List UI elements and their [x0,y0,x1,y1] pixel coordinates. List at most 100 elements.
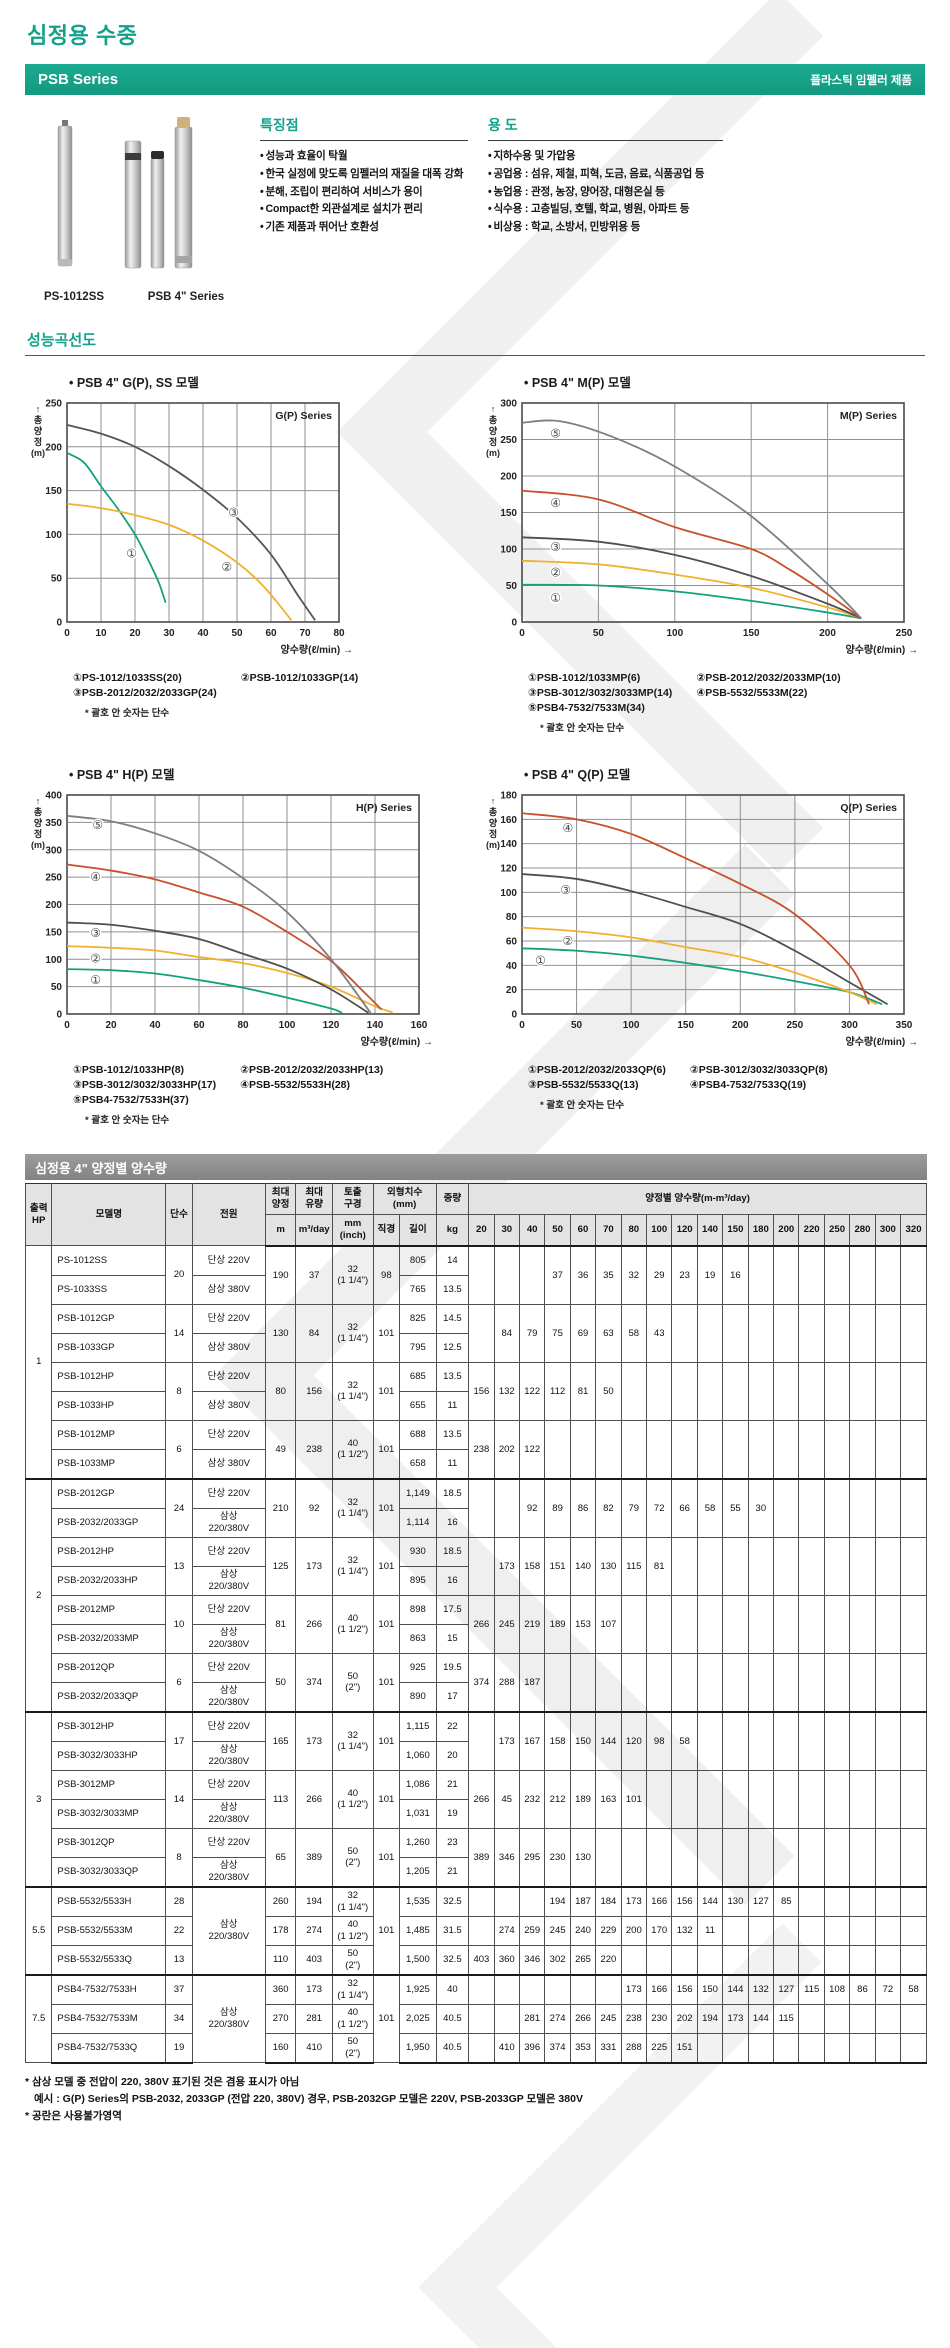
spec-cell: PSB-3012HP [51,1710,167,1742]
spec-cell: 101 [372,1710,401,1771]
spec-cell: 40 [435,1973,470,2005]
flow-cell: 158 [518,1536,546,1596]
spec-cell: 18.5 [435,1477,470,1509]
flow-cell [849,1652,876,1713]
flow-cell [747,1944,775,1976]
chart-canvas: 0 50 100 150 200 250 300 350 0 20 40 60 80 100 120 140 1… [486,791,918,1049]
spec-cell: 130 [264,1303,297,1363]
flow-cell: 115 [798,1973,825,2005]
spec-row: PSB-3032/3033QP 삼상 220/380V 1,205 21 [26,1856,927,1888]
spec-cell: PSB-3032/3033HP [51,1740,167,1771]
flow-cell: 156 [671,1885,698,1917]
flow-cell [900,1303,927,1363]
flow-cell [849,1536,876,1596]
chart-title: • PSB 4" Q(P) 모델 [524,768,631,782]
spec-cell: 13 [165,1944,193,1976]
flow-cell: 194 [696,2003,724,2034]
svg-text:양: 양 [489,425,498,436]
flow-cell: 219 [518,1594,546,1654]
spec-cell: 삼상 220/380V [191,1856,266,1888]
flow-cell: 265 [569,1944,597,1976]
spec-cell: 2,025 [399,2003,437,2034]
flow-cell [671,1827,698,1888]
table-body: 1 PS-1012SS 20 단상 220V 190 37 32 (1 1/4") 98 805 1… [24,1245,927,2064]
flow-cell [671,1419,698,1480]
spec-cell: 단상 220V [191,1827,266,1858]
spec-cell: PSB-1033HP [51,1390,167,1421]
flow-cell [646,1594,673,1654]
spec-cell: 19 [435,1798,470,1829]
spec-cell: 40 (1 1/2") [331,1594,374,1654]
spec-cell: 삼상 220/380V [191,1623,266,1654]
spec-cell: 8 [165,1361,193,1421]
footnotes: * 삼상 모델 중 전압이 220, 380V 표기된 것은 겸용 표시가 아님… [25,2074,925,2124]
chart-legend: ①PSB-2012/2032/2033QP(6) ②PSB-3012/3032/3… [528,1064,925,1091]
spec-cell: PSB-2032/2033GP [51,1507,167,1538]
spec-cell: 삼상 220/380V [191,1798,266,1829]
svg-text:250: 250 [896,628,913,639]
flow-cell [696,1652,724,1713]
svg-text:④: ④ [550,496,561,510]
spec-cell: 898 [399,1594,437,1625]
spec-cell: 34 [165,2003,193,2034]
chart-canvas: 0 20 40 60 80 100 120 140 160 0 50 100 150 200 250 300 3… [31,791,433,1049]
header-cell: 20 [468,1213,495,1247]
spec-cell: PSB4-7532/7533H [51,1973,167,2005]
spec-cell: 단상 220V [191,1769,266,1800]
spec-cell: 14 [435,1245,470,1276]
flow-cell: 225 [646,2032,673,2064]
spec-cell: PSB-5532/5533Q [51,1944,167,1976]
spec-cell: 795 [399,1332,437,1363]
flow-cell: 132 [493,1361,520,1421]
flow-cell: 229 [595,1915,622,1946]
svg-text:10: 10 [95,628,107,639]
flow-cell [798,1477,825,1538]
header-cell: 직경 [372,1213,401,1247]
spec-cell: 31.5 [435,1915,470,1946]
flow-cell [569,1419,597,1480]
flow-cell [900,1245,927,1305]
flow-cell: 127 [773,1973,800,2005]
spec-cell: 16 [435,1507,470,1538]
flow-cell [900,1769,927,1829]
svg-text:50: 50 [51,982,63,993]
spec-cell: 260 [264,1885,297,1917]
intro-section: PS-1012SS PSB 4" Series 특징점 성능과 효율이 탁월한국… [25,113,925,303]
svg-text:200: 200 [819,628,836,639]
svg-text:(m): (m) [486,840,500,850]
spec-row: PSB4-7532/7533M 34 270 281 40 (1 1/2") 2,025 40… [26,2003,927,2034]
spec-cell: PS-1033SS [51,1274,167,1305]
svg-text:80: 80 [333,628,345,639]
svg-text:양수량(ℓ/min) →: 양수량(ℓ/min) → [281,644,353,656]
flow-cell: 72 [646,1477,673,1538]
flow-cell: 266 [569,2003,597,2034]
header-cell: 220 [798,1213,825,1247]
svg-text:180: 180 [500,791,517,802]
flow-cell: 115 [773,2003,800,2034]
spec-cell: 1,086 [399,1769,437,1800]
spec-cell: 13 [165,1536,193,1596]
spec-cell: 단상 220V [191,1419,266,1450]
header-cell: 140 [696,1213,724,1247]
flow-cell [544,1652,571,1713]
flow-cell: 184 [595,1885,622,1917]
flow-cell [671,1536,698,1596]
flow-cell [620,1652,648,1713]
spec-cell: 40 (1 1/2") [331,1419,374,1480]
header-cell: 30 [493,1213,520,1247]
performance-chart-3: • PSB 4" H(P) 모델 0 20 40 60 80 100 120 140 160 0 50… [25,764,480,1126]
header-cell: m [264,1213,297,1247]
features-section: 특징점 성능과 효율이 탁월한국 실정에 맞도록 임펠러의 재질을 대폭 강화분… [260,113,468,237]
spec-cell: 14.5 [435,1303,470,1334]
flow-cell: 238 [468,1419,495,1480]
flow-cell: 187 [569,1885,597,1917]
legend-item: ④PSB4-7532/7533Q(19) [689,1079,807,1091]
spec-cell: 165 [264,1710,297,1771]
svg-text:100: 100 [623,1020,640,1031]
chart-title: • PSB 4" G(P), SS 모델 [69,376,199,390]
svg-text:250: 250 [45,873,62,884]
spec-cell: 173 [295,1973,333,2005]
svg-text:120: 120 [323,1020,340,1031]
spec-cell: 101 [372,1652,401,1713]
product-caption-ps1012ss: PS-1012SS [43,291,105,303]
